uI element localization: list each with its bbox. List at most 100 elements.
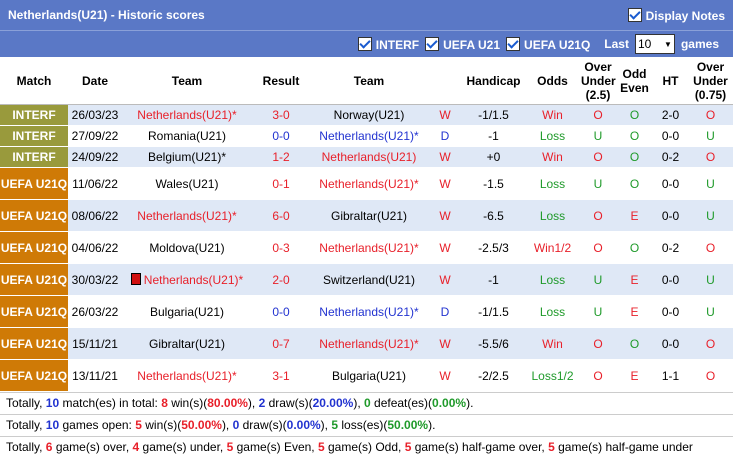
cell-text: E (630, 272, 639, 287)
cell-text: O (629, 129, 640, 143)
scores-table: Match Date Team Result Team Handicap Odds Over … (0, 57, 733, 392)
summary-part: win(s)( (167, 396, 208, 410)
summary-part: 5 (548, 440, 555, 454)
cell-text: Loss1/2 (531, 368, 574, 383)
cell-text: Netherlands(U21)* (143, 272, 244, 287)
title-bar: Netherlands(U21) - Historic scores Displ… (0, 0, 733, 31)
cell: 0-2 (653, 146, 688, 168)
cell-text: Win1/2 (533, 240, 572, 255)
cell-text: Netherlands(U21)* (319, 129, 419, 143)
cell-text: 30/03/22 (71, 272, 119, 287)
last-select[interactable]: 10 ▼ (634, 34, 675, 54)
notes-toggle[interactable]: Display Notes (627, 7, 725, 23)
cell: 0-0 (653, 125, 688, 147)
cell: W (428, 359, 462, 392)
cell-text: W (439, 150, 451, 164)
cell: O (580, 199, 616, 232)
cell-text: Norway(U21) (333, 108, 405, 122)
cell: 26/03/23 (68, 104, 122, 126)
cell: 0-0 (252, 295, 310, 328)
cell: INTERF (0, 125, 68, 147)
cell: -1 (462, 125, 525, 147)
cell-text: UEFA U21Q (0, 304, 68, 319)
cell: W (428, 263, 462, 296)
summary-part: match(es) in total: (59, 396, 162, 410)
cell-text: Loss (539, 208, 566, 223)
table-row: UEFA U21Q 26/03/22 Bulgaria(U21) 0-0 Netherl… (0, 295, 733, 328)
cell: U (580, 167, 616, 200)
cell: 0-7 (252, 327, 310, 360)
cell-text: 2-0 (661, 108, 680, 122)
summary-part: game(s) Even, (233, 440, 318, 454)
cell-text: 6-0 (272, 208, 290, 223)
cell: Netherlands(U21)* (122, 263, 252, 296)
summary-part: draw(s)( (265, 396, 313, 410)
cell-text: W (439, 272, 451, 287)
cell-text: O (593, 150, 603, 164)
cell: U (580, 295, 616, 328)
cell-text: -1 (488, 129, 499, 143)
cell-text: 2-0 (272, 272, 290, 287)
filter[interactable]: UEFA U21 (425, 36, 501, 52)
column-header: Date (68, 57, 122, 105)
cell: 0-0 (653, 295, 688, 328)
filter-bar: INTERF UEFA U21 UEFA U21Q Last 10 ▼ games (0, 31, 733, 57)
cell-text: O (705, 150, 716, 164)
cell-text: 0-0 (272, 129, 290, 143)
cell: W (428, 327, 462, 360)
cell: Bulgaria(U21) (122, 295, 252, 328)
cell: Netherlands(U21)* (310, 125, 428, 147)
cell: Gibraltar(U21) (122, 327, 252, 360)
cell-text: -5.5/6 (478, 336, 509, 351)
cell: 0-3 (252, 231, 310, 264)
cell-text: E (630, 368, 639, 383)
summary-part: ). (466, 396, 474, 410)
column-header: HT (653, 57, 688, 105)
table-row: INTERF 27/09/22 Romania(U21) 0-0 Netherlands… (0, 125, 733, 147)
summary-part: ), (353, 396, 364, 410)
cell-text: O (705, 108, 716, 122)
table-row: UEFA U21Q 04/06/22 Moldova(U21) 0-3 Netherla… (0, 231, 733, 264)
summary-part: 0 (232, 418, 240, 432)
cell-text: Moldova(U21) (149, 240, 225, 255)
summary-part: game(s) half-game over, (411, 440, 549, 454)
summary-part: ), (247, 396, 259, 410)
filter-label: UEFA U21 (443, 37, 501, 52)
cell-text: UEFA U21Q (0, 208, 68, 223)
cell-text: W (439, 208, 451, 223)
cell: U (688, 199, 733, 232)
cell-text: 11/06/22 (72, 176, 118, 191)
cell: Loss (525, 125, 580, 147)
summary-part: 80.00% (207, 396, 248, 410)
cell: E (616, 359, 653, 392)
cell: Netherlands(U21)* (310, 327, 428, 360)
cell: INTERF (0, 104, 68, 126)
column-header: Team (310, 57, 428, 105)
cell-text: O (629, 336, 640, 351)
cell: Bulgaria(U21) (310, 359, 428, 392)
cell-text: Gibraltar(U21) (330, 208, 408, 223)
cell-text: W (439, 176, 451, 191)
cell: E (616, 295, 653, 328)
filter[interactable]: UEFA U21Q (506, 36, 590, 52)
summary-part: game(s) half-game under (554, 440, 693, 454)
column-header: Over Under (2.5) (580, 57, 616, 105)
cell-text: Netherlands(U21)* (137, 368, 237, 383)
cell-text: -2.5/3 (478, 240, 509, 255)
cell: -5.5/6 (462, 327, 525, 360)
cell: 11/06/22 (68, 167, 122, 200)
cell-text: Netherlands(U21)* (137, 208, 237, 223)
cell: O (616, 231, 653, 264)
column-header: Odd Even (616, 57, 653, 105)
cell-text: Switzerland(U21) (322, 272, 416, 287)
cell-text: 08/06/22 (71, 208, 119, 223)
cell: O (616, 167, 653, 200)
cell-text: Loss (539, 129, 566, 143)
cell: Loss (525, 263, 580, 296)
filter[interactable]: INTERF (357, 36, 419, 52)
cell: O (688, 146, 733, 168)
cell: 3-0 (252, 104, 310, 126)
summary-part: games open: (59, 418, 136, 432)
cell: O (688, 359, 733, 392)
